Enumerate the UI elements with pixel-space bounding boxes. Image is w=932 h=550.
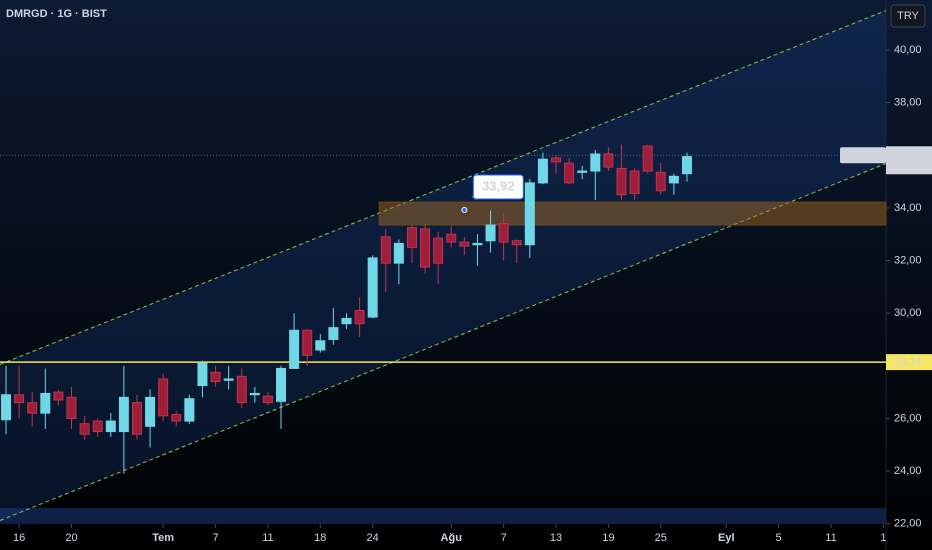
candle-body [406,227,417,248]
candle-body [66,396,77,419]
candle-body [498,223,509,243]
y-tick-label: 30,00 [894,307,922,319]
candle-body [184,398,195,422]
candle-body [537,158,548,184]
candle-body [577,170,588,173]
candle-body [524,182,535,246]
x-tick-label: 19 [602,532,614,544]
candle-body [14,394,25,404]
candle-body [118,396,129,433]
candle-body [681,156,692,175]
candle-body [459,241,470,247]
candle-body [289,329,300,369]
candle-body [511,240,522,246]
support-label: 28,14 [894,356,922,368]
x-tick-label: 7 [501,532,507,544]
support-box [886,354,932,371]
candle-body [393,242,404,264]
candle-body [485,224,496,242]
y-tick-label: 24,00 [894,465,922,477]
candle-body [27,402,38,414]
candle-body [603,153,614,168]
channel-line [0,162,887,521]
candle-body [145,396,156,427]
y-tick-label: 38,00 [894,97,922,109]
candle-body [92,420,103,433]
price-box [886,146,932,175]
candle-body [302,329,313,356]
currency-box[interactable] [890,4,926,28]
annotation-box [472,174,524,200]
x-tick-label: Eyl [718,532,735,544]
x-tick-label: 18 [314,532,326,544]
candle-body [197,362,208,387]
candle-body [131,402,142,435]
candle-body [1,394,12,421]
x-tick-label: Tem [152,532,174,544]
candle-body [315,340,326,351]
price-label: 36,00 [894,148,922,160]
x-tick-label: 25 [655,532,667,544]
symbol-label: DMRGD [842,149,884,161]
plot [0,10,887,521]
candle-body [472,242,483,246]
x-tick-label: 24 [367,532,379,544]
y-tick-label: 34,00 [894,202,922,214]
candle-body [564,162,575,184]
candle-body [262,395,273,404]
x-tick-label: 11 [825,532,836,544]
x-tick-label: 13 [550,532,562,544]
candle-body [105,420,116,433]
candle-body [380,236,391,264]
candle-body [171,413,182,422]
channel-line [0,10,887,365]
currency[interactable]: TRY [897,10,919,22]
y-tick-label: 32,00 [894,254,922,266]
volume-strip [0,508,886,524]
chart-title: DMRGD · 1G · BIST [6,8,107,20]
candle-body [616,167,627,196]
resistance-zone [378,201,887,226]
x-tick-label: Ağu [441,532,462,544]
candle-body [655,171,666,192]
annotation-point [461,207,468,213]
candle-body [367,257,378,318]
candle-body [420,228,431,268]
candle-body [79,423,90,435]
y-tick-label: 40,00 [894,44,922,56]
x-tick-label: 5 [776,532,782,544]
candle-body [158,378,169,417]
symbol-box [840,147,886,164]
x-tick-label: 1 [880,532,886,544]
candle-body [551,157,562,163]
candle-body [446,233,457,243]
candle-body [668,175,679,184]
candle-body [53,391,64,401]
candle-body [433,237,444,264]
candle-body [354,310,365,325]
x-tick-label: 11 [262,532,273,544]
candle-body [341,317,352,325]
candle-body [223,378,234,381]
x-tick-label: 16 [13,532,25,544]
candle-body [590,153,601,172]
annotation-label: 33,92 [482,178,515,193]
candle-body [236,375,247,404]
channel-fill [0,10,886,521]
x-tick-label: 20 [65,532,77,544]
candle-body [328,327,339,340]
countdown-label: 36:08 [894,161,922,173]
y-tick-label: 26,00 [894,412,922,424]
x-tick-label: 7 [212,532,218,544]
candle-body [642,145,653,172]
y-tick-label: 22,00 [894,518,922,530]
candle-body [40,392,51,414]
candle-body [629,170,640,194]
candle-body [210,371,221,383]
candle-body [276,367,287,402]
candle-body [249,392,260,396]
